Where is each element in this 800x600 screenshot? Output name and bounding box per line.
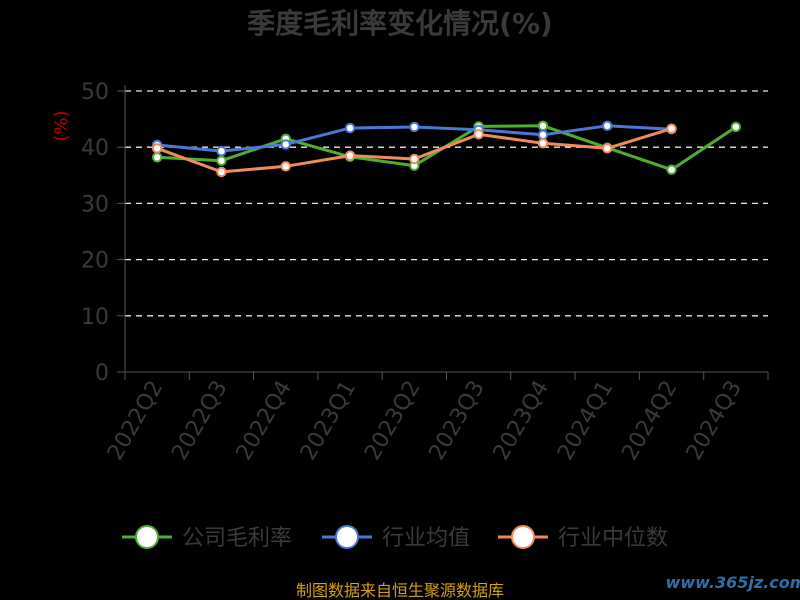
y-tick-label: 30 [81,192,109,217]
x-tick-label: 2022Q4 [232,377,297,465]
legend: 公司毛利率 行业均值 行业中位数 [122,525,668,551]
legend-label: 公司毛利率 [182,526,292,551]
data-point [216,155,227,166]
x-tick-label: 2024Q1 [553,377,618,465]
axes [117,85,769,380]
data-point [409,121,420,133]
data-point [151,143,163,154]
x-tick-label: 2024Q3 [682,377,747,465]
x-tick-label: 2023Q3 [425,377,490,465]
y-tick-labels: 0 10 20 30 40 50 [81,80,109,386]
legend-marker [135,525,159,549]
data-point [537,138,549,149]
data-point [216,145,227,157]
y-tick-label: 20 [81,249,109,274]
data-point [537,120,549,132]
data-point [280,139,291,150]
y-tick-label: 40 [81,136,109,161]
data-point [666,123,677,134]
x-tick-label: 2024Q2 [617,377,682,465]
x-tick-label: 2023Q4 [489,377,554,465]
data-point [216,166,227,178]
data-point [344,122,356,134]
y-axis-unit: (%) [51,110,72,141]
x-tick-label: 2022Q3 [167,377,232,465]
data-point [730,121,742,133]
y-tick-label: 10 [81,305,109,330]
data-point [666,164,677,175]
data-point [151,152,163,163]
chart-title: 季度毛利率变化情况(%) [247,7,553,40]
x-tick-label: 2023Q1 [296,377,361,465]
legend-label: 行业中位数 [558,526,668,551]
y-tick-label: 50 [81,80,109,105]
data-point [602,143,613,154]
x-tick-label: 2022Q2 [103,377,168,465]
data-point [409,153,420,165]
x-tick-labels: 2022Q22022Q32022Q42023Q12023Q22023Q32023… [103,377,747,465]
legend-marker [511,525,535,549]
data-point [344,150,356,161]
data-point [602,120,613,132]
y-tick-label: 0 [95,361,109,386]
data-point [280,161,291,172]
data-point [537,129,549,141]
series-group [151,120,742,178]
watermark: www.365jz.com [666,573,800,592]
legend-marker [335,525,359,549]
data-point [473,129,484,140]
data-source: 制图数据来自恒生聚源数据库 [296,581,504,600]
legend-label: 行业均值 [382,526,470,551]
x-tick-label: 2023Q2 [360,377,425,465]
